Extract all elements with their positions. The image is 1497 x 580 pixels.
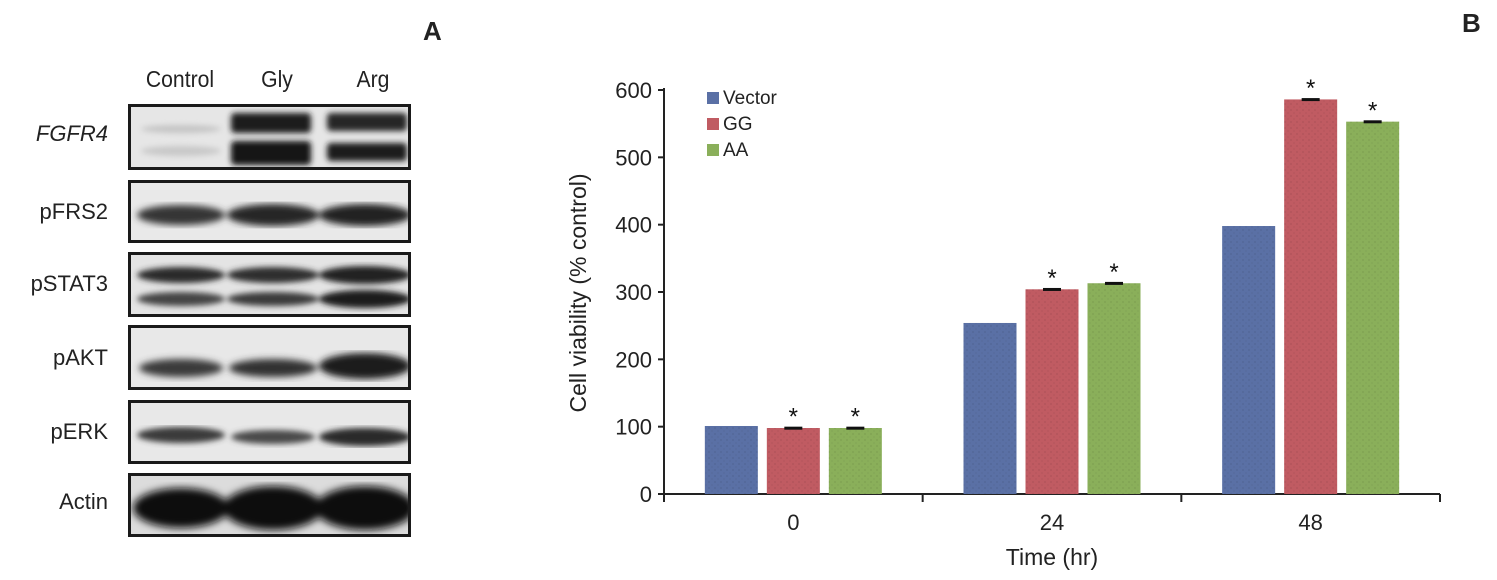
blot-pfrs2 <box>128 180 411 243</box>
lane-label-control: Control <box>145 66 215 92</box>
blot-perk <box>128 400 411 464</box>
panel-a-label: A <box>423 16 442 46</box>
legend-swatch <box>707 118 719 130</box>
bar-texture <box>963 322 1017 494</box>
y-tick-label: 0 <box>640 482 652 507</box>
legend-swatch <box>707 144 719 156</box>
bar-texture <box>828 428 882 494</box>
legend-label: Vector <box>723 88 778 109</box>
significance-marker: * <box>789 404 798 431</box>
blot-actin-bands <box>133 486 408 530</box>
row-label-perk: pERK <box>50 419 108 444</box>
error-bar <box>1301 98 1320 102</box>
significance-marker: * <box>1368 97 1377 124</box>
bar-texture <box>1284 99 1338 494</box>
significance-marker: * <box>1306 75 1315 102</box>
blot-pfrs2-bands <box>137 204 408 226</box>
legend-swatch <box>707 92 719 104</box>
legend-label: GG <box>723 114 753 135</box>
y-tick-label: 200 <box>615 347 652 372</box>
row-label-pstat3: pSTAT3 <box>30 271 108 296</box>
y-tick-label: 600 <box>615 78 652 103</box>
blot-actin <box>128 473 411 537</box>
lane-label-arg: Arg <box>356 66 390 92</box>
lane-label-gly: Gly <box>261 66 293 92</box>
bar-texture <box>1346 121 1400 494</box>
y-tick-label: 400 <box>615 213 652 238</box>
significance-marker: * <box>851 404 860 431</box>
error-bar <box>1043 287 1061 291</box>
legend-label: AA <box>723 140 749 161</box>
y-axis-title: Cell viability (% control) <box>565 173 591 412</box>
panel-b-label: B <box>1462 8 1481 38</box>
bar-texture <box>1025 289 1079 494</box>
error-bar <box>1363 120 1382 124</box>
blot-fgfr4 <box>128 104 411 170</box>
bar-texture <box>1087 283 1141 494</box>
error-bar <box>846 426 865 430</box>
blot-perk-bands <box>137 427 408 446</box>
x-tick-label: 48 <box>1298 510 1322 535</box>
error-bar <box>1105 281 1123 285</box>
blot-pstat3 <box>128 252 411 317</box>
row-label-pakt: pAKT <box>52 345 108 370</box>
bar-texture <box>1222 226 1276 494</box>
y-tick-label: 100 <box>615 415 652 440</box>
y-tick-label: 300 <box>615 280 652 305</box>
error-bar <box>784 426 803 430</box>
row-label-fgfr4: FGFR4 <box>35 121 108 146</box>
significance-marker: * <box>1109 259 1118 286</box>
x-axis-title: Time (hr) <box>1006 544 1098 570</box>
blot-fgfr4-bands <box>141 113 407 165</box>
blot-pstat3-bands <box>137 266 408 308</box>
significance-marker: * <box>1047 265 1056 292</box>
row-label-pfrs2: pFRS2 <box>39 199 108 224</box>
blot-pakt-bands <box>139 353 408 379</box>
x-tick-label: 0 <box>787 510 799 535</box>
bar-texture <box>704 425 758 494</box>
y-tick-label: 500 <box>615 145 652 170</box>
x-tick-label: 24 <box>1040 510 1064 535</box>
bar-texture <box>766 428 820 494</box>
row-label-actin: Actin <box>59 489 108 514</box>
blot-pakt <box>128 325 411 390</box>
